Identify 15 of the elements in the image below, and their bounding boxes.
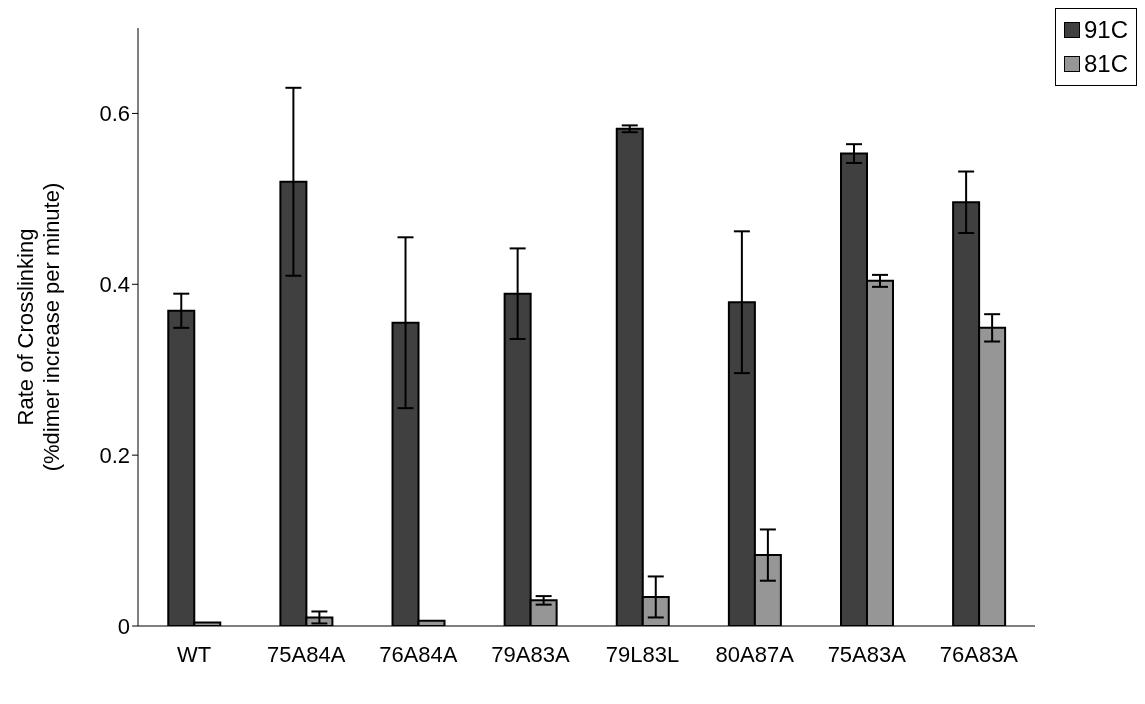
- x-tick-label: 76A83A: [939, 641, 1019, 667]
- x-tick-label: 80A87A: [715, 641, 795, 667]
- legend-label: 81C: [1083, 49, 1128, 79]
- y-tick-label: 0: [117, 613, 130, 639]
- x-tick-label: 79L83L: [605, 641, 680, 667]
- x-tick-label: 75A83A: [827, 641, 907, 667]
- x-tick-label: 75A84A: [267, 641, 346, 667]
- y-tick-label: 0.2: [99, 442, 130, 468]
- y-axis-title: Rate of Crosslinking (%dimer increase per minute): [13, 182, 64, 472]
- x-tick-label: WT: [176, 641, 212, 667]
- x-tick-label: 76A84A: [379, 641, 458, 667]
- y-tick-label: 0.6: [99, 101, 130, 127]
- legend-label: 91C: [1083, 15, 1128, 45]
- x-tick-label: 79A83A: [491, 641, 570, 667]
- y-tick-label: 0.4: [99, 272, 130, 298]
